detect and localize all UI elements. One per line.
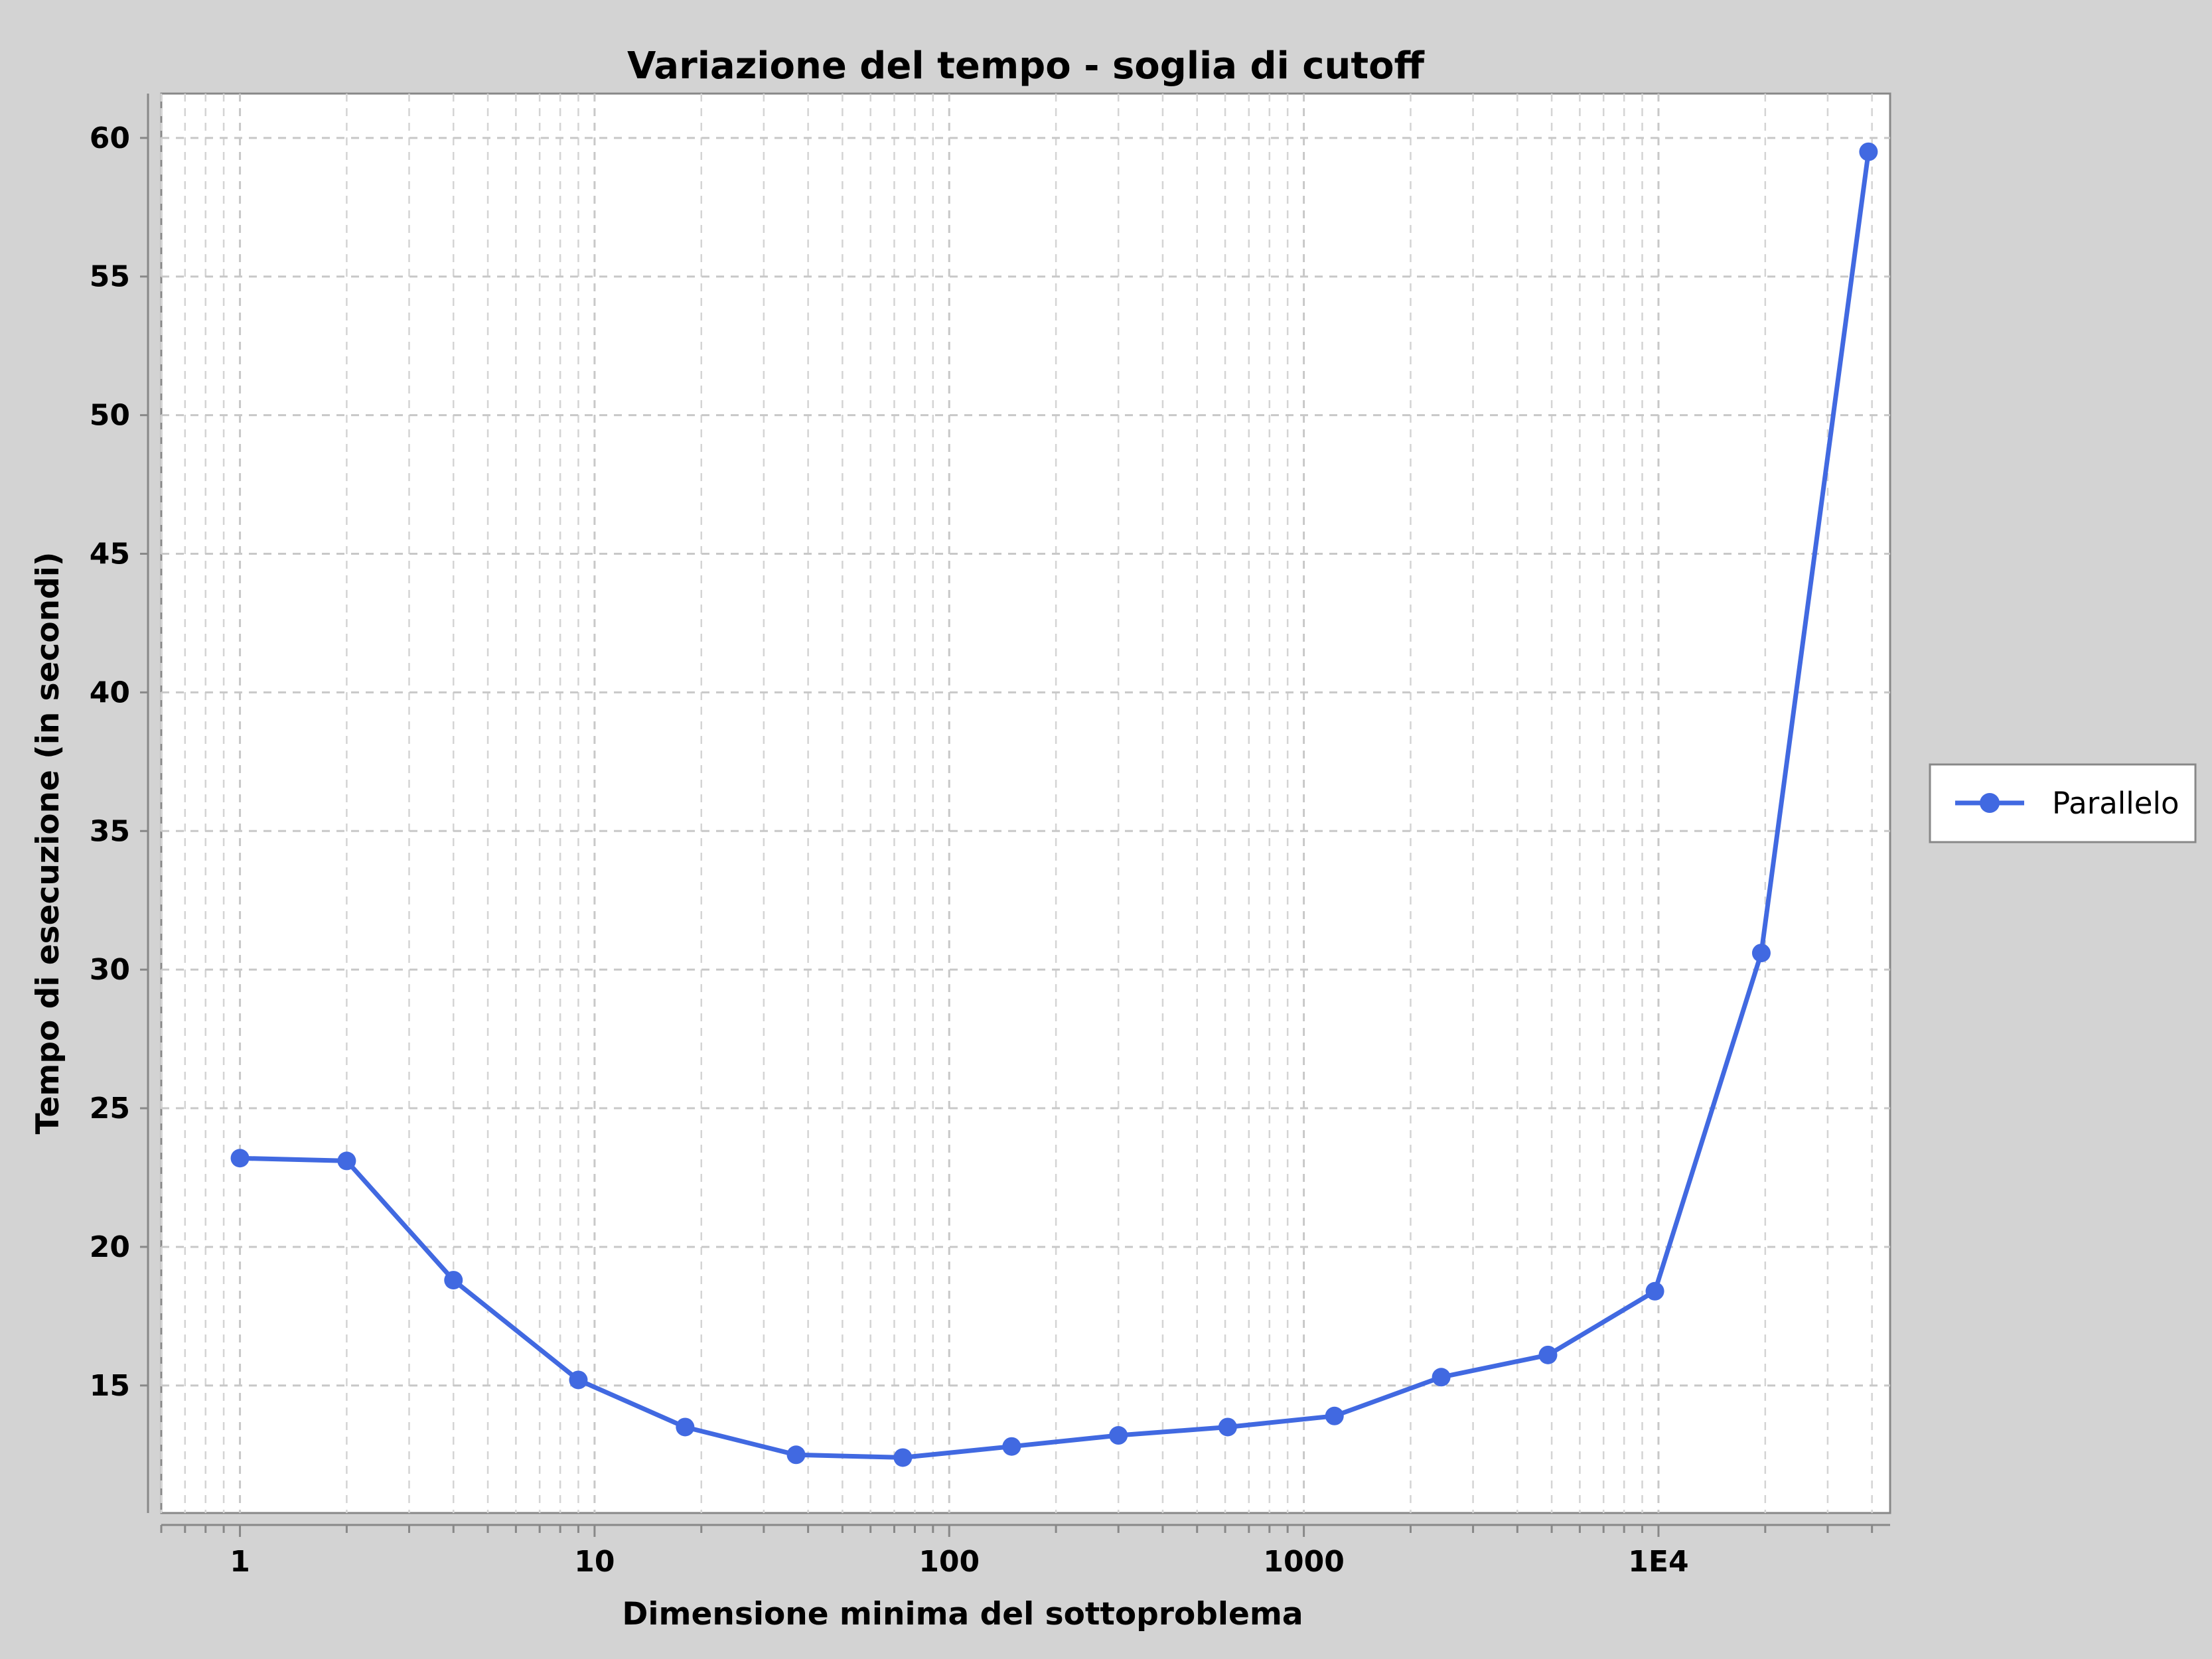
plot-area [160,92,1891,1514]
legend-dot-marker [1980,793,2000,813]
chart-title: Variazione del tempo - soglia di cutoff [627,44,1425,88]
x-axis-ticks: 1 10 100 1000 1E4 [160,1525,1874,1579]
data-point [786,1445,806,1465]
y-axis-ticks: 15 20 25 30 35 40 45 50 55 60 [90,121,148,1403]
data-point [1109,1426,1128,1445]
y-tick-label: 50 [90,399,130,433]
series-line [238,149,1871,1460]
series-layer [230,142,1878,1467]
x-tick-label: 100 [919,1545,980,1579]
y-tick-label: 30 [90,953,130,987]
data-point [337,1151,356,1171]
data-point [230,1149,250,1168]
y-tick-label: 35 [90,814,130,848]
data-point [1325,1406,1344,1425]
y-tick-label: 25 [90,1092,130,1125]
y-tick-label: 55 [90,260,130,294]
legend: Parallelo [1929,763,2197,843]
data-point [1538,1345,1558,1364]
x-tick-label: 10 [574,1545,615,1579]
x-tick-label: 1000 [1263,1545,1344,1579]
x-tick-label: 1E4 [1628,1545,1688,1579]
data-point [676,1417,695,1437]
y-tick-label: 40 [90,676,130,709]
x-axis-title: Dimensione minima del sottoproblema [622,1596,1303,1632]
y-axis-title: Tempo di esecuzione (in secondi) [30,552,66,1135]
major-gridlines [161,94,1890,1513]
y-tick-label: 15 [90,1369,130,1403]
data-point [1645,1281,1664,1301]
y-tick-label: 60 [90,121,130,155]
data-point [1002,1437,1021,1456]
data-point [893,1448,913,1467]
minor-gridlines [160,94,1873,1513]
legend-label: Parallelo [2052,786,2179,821]
data-point [569,1370,588,1390]
data-point [1859,142,1878,161]
data-point [444,1271,463,1290]
y-tick-label: 45 [90,538,130,571]
y-tick-label: 20 [90,1230,130,1264]
data-point [1218,1417,1237,1437]
x-tick-label: 1 [230,1545,250,1579]
data-point [1432,1368,1451,1387]
data-point [1751,944,1771,963]
